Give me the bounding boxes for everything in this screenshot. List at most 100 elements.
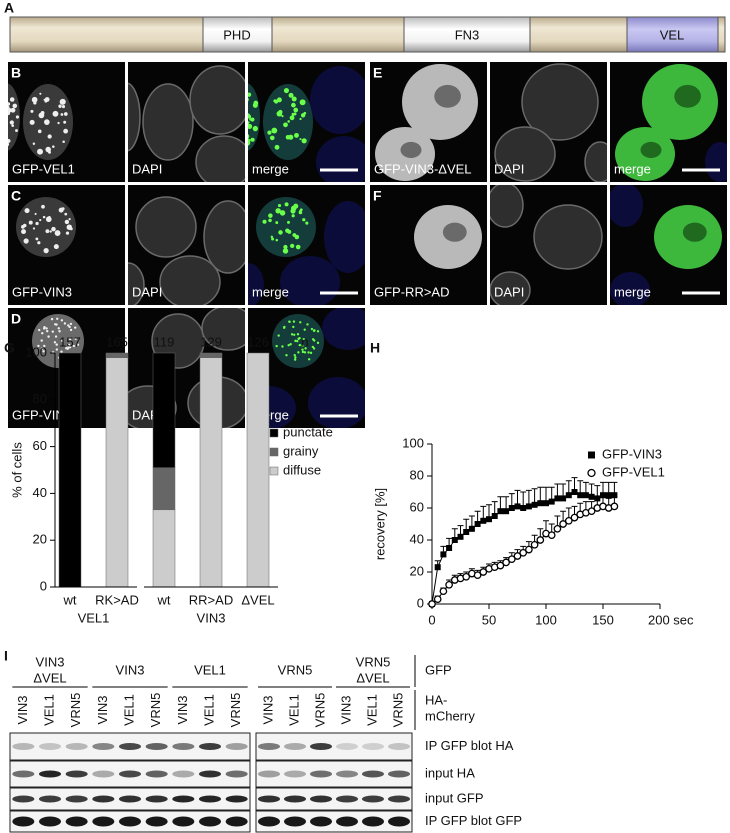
band — [362, 743, 384, 750]
band — [92, 795, 115, 803]
band — [199, 770, 221, 778]
speckle — [68, 345, 72, 349]
speckle — [302, 338, 305, 341]
speckle — [278, 230, 283, 235]
bar-segment — [58, 352, 82, 588]
speckle — [35, 237, 39, 241]
speckle — [56, 317, 59, 320]
legend-label: GFP-VIN3 — [602, 446, 662, 461]
speckle — [285, 135, 291, 140]
speckle — [61, 207, 65, 211]
speckle — [281, 345, 284, 348]
lane-label: VIN3 — [338, 696, 353, 725]
band — [225, 795, 248, 803]
legend-swatch — [269, 447, 279, 457]
speckle — [72, 344, 76, 348]
speckle — [55, 343, 58, 346]
panel-label: A — [4, 0, 14, 16]
speckle — [63, 112, 68, 116]
band — [258, 816, 280, 827]
marker — [519, 548, 528, 557]
speckle — [312, 329, 316, 333]
speckle — [293, 358, 297, 361]
marker — [446, 545, 453, 551]
band — [145, 743, 168, 750]
speckle — [293, 112, 297, 116]
x-tick-label: 200 sec — [648, 612, 694, 627]
speckle — [51, 226, 56, 232]
speckle — [11, 124, 15, 127]
y-tick-label: 20 — [410, 563, 424, 578]
y-tick-label: 0 — [40, 578, 47, 593]
marker — [600, 492, 606, 499]
lane-label: VIN3 — [260, 696, 275, 725]
marker — [451, 537, 458, 543]
band — [92, 743, 115, 750]
speckle — [289, 343, 292, 346]
band — [172, 743, 195, 750]
speckle — [4, 137, 7, 140]
speckle — [54, 335, 58, 338]
marker — [502, 558, 510, 567]
bar-segment — [199, 357, 223, 588]
speckle — [38, 328, 41, 332]
speckle — [287, 220, 290, 224]
micrograph — [490, 185, 607, 305]
speckle — [52, 145, 55, 148]
nucleolus — [442, 222, 467, 242]
speckle — [300, 113, 306, 118]
band — [92, 770, 115, 778]
y-axis-title: % of cells — [9, 442, 24, 498]
domain-label: PHD — [223, 27, 250, 42]
speckle — [68, 337, 72, 341]
speckle — [62, 140, 65, 144]
nucleus — [533, 204, 603, 270]
lane-caption: mCherry — [425, 708, 475, 723]
band — [362, 795, 384, 803]
micrograph — [8, 185, 125, 305]
marker — [525, 545, 533, 554]
marker — [520, 505, 527, 511]
micrograph — [610, 185, 727, 305]
speckle — [2, 125, 5, 128]
speckle — [291, 214, 295, 218]
speckle — [296, 339, 299, 343]
nucleolus — [434, 84, 461, 108]
speckle — [274, 128, 278, 132]
band — [284, 816, 306, 827]
x-tick-label: 50 — [482, 612, 496, 627]
speckle — [298, 210, 302, 213]
marker — [605, 492, 612, 499]
speckle — [299, 321, 302, 324]
lane-label: VRN5 — [68, 693, 83, 728]
speckle — [31, 96, 38, 103]
n-value: 126 — [247, 334, 269, 349]
lane-label: VRN5 — [228, 693, 243, 728]
band — [65, 743, 88, 750]
speckle — [252, 102, 258, 108]
speckle — [298, 336, 301, 340]
band — [12, 770, 35, 778]
speckle — [301, 344, 304, 347]
speckle — [29, 119, 35, 125]
x-tick-label: 100 — [535, 612, 557, 627]
speckle — [32, 142, 36, 145]
speckle — [291, 102, 296, 108]
speckle — [283, 87, 290, 94]
speckle — [47, 134, 52, 139]
speckle — [41, 204, 45, 209]
speckle — [40, 347, 44, 350]
nucleus — [159, 255, 221, 305]
speckle — [68, 325, 71, 329]
speckle — [8, 107, 12, 113]
speckle — [288, 92, 294, 98]
marker — [462, 572, 471, 581]
speckle — [248, 114, 252, 119]
speckle — [284, 202, 289, 207]
speckle — [69, 227, 73, 231]
band — [258, 770, 280, 778]
lane-label: VEL1 — [41, 694, 56, 726]
speckle — [316, 330, 320, 333]
speckle — [2, 93, 4, 95]
marker — [508, 505, 515, 511]
